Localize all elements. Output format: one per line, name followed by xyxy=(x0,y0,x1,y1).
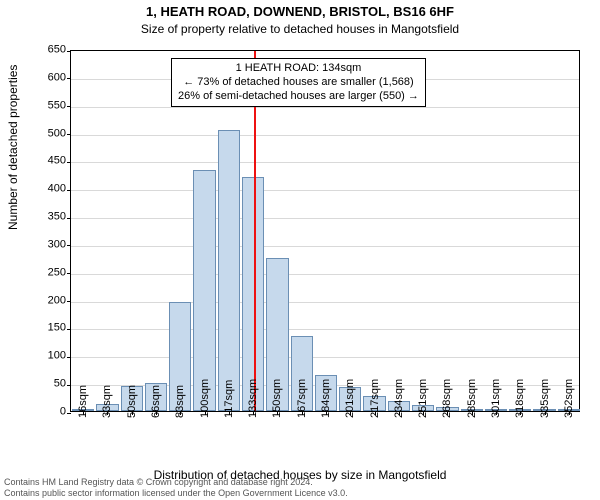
callout-line: 1 HEATH ROAD: 134sqm xyxy=(178,62,419,76)
gridline xyxy=(71,162,579,163)
ytick-mark xyxy=(67,273,71,274)
chart-title: 1, HEATH ROAD, DOWNEND, BRISTOL, BS16 6H… xyxy=(0,4,600,19)
ytick-mark xyxy=(67,162,71,163)
gridline xyxy=(71,274,579,275)
ytick-label: 650 xyxy=(26,45,66,56)
ytick-label: 50 xyxy=(26,379,66,390)
ytick-mark xyxy=(67,357,71,358)
page: 1, HEATH ROAD, DOWNEND, BRISTOL, BS16 6H… xyxy=(0,0,600,500)
ytick-mark xyxy=(67,385,71,386)
ytick-mark xyxy=(67,106,71,107)
chart-area: 1 HEATH ROAD: 134sqm← 73% of detached ho… xyxy=(70,50,580,412)
ytick-label: 600 xyxy=(26,72,66,83)
footer: Contains HM Land Registry data © Crown c… xyxy=(4,477,348,498)
callout-box: 1 HEATH ROAD: 134sqm← 73% of detached ho… xyxy=(171,58,426,107)
ytick-mark xyxy=(67,78,71,79)
footer-line-1: Contains HM Land Registry data © Crown c… xyxy=(4,477,348,487)
ytick-mark xyxy=(67,413,71,414)
callout-line: ← 73% of detached houses are smaller (1,… xyxy=(178,76,419,90)
ytick-label: 150 xyxy=(26,323,66,334)
plot-area: 1 HEATH ROAD: 134sqm← 73% of detached ho… xyxy=(70,50,580,412)
bar xyxy=(218,130,240,411)
footer-line-2: Contains public sector information licen… xyxy=(4,488,348,498)
ytick-mark xyxy=(67,134,71,135)
ytick-label: 300 xyxy=(26,239,66,250)
ytick-label: 350 xyxy=(26,212,66,223)
ytick-mark xyxy=(67,329,71,330)
ytick-mark xyxy=(67,218,71,219)
gridline xyxy=(71,329,579,330)
ytick-label: 500 xyxy=(26,128,66,139)
gridline xyxy=(71,190,579,191)
callout-line: 26% of semi-detached houses are larger (… xyxy=(178,90,419,104)
gridline xyxy=(71,246,579,247)
ytick-label: 450 xyxy=(26,156,66,167)
ytick-mark xyxy=(67,190,71,191)
ytick-label: 400 xyxy=(26,184,66,195)
gridline xyxy=(71,135,579,136)
gridline xyxy=(71,357,579,358)
y-axis-label: Number of detached properties xyxy=(6,65,20,230)
gridline xyxy=(71,218,579,219)
ytick-label: 200 xyxy=(26,295,66,306)
bar xyxy=(193,170,215,411)
ytick-label: 0 xyxy=(26,407,66,418)
ytick-label: 100 xyxy=(26,351,66,362)
ytick-mark xyxy=(67,51,71,52)
ytick-label: 550 xyxy=(26,100,66,111)
chart-subtitle: Size of property relative to detached ho… xyxy=(0,22,600,36)
ytick-label: 250 xyxy=(26,267,66,278)
ytick-mark xyxy=(67,245,71,246)
gridline xyxy=(71,302,579,303)
ytick-mark xyxy=(67,301,71,302)
